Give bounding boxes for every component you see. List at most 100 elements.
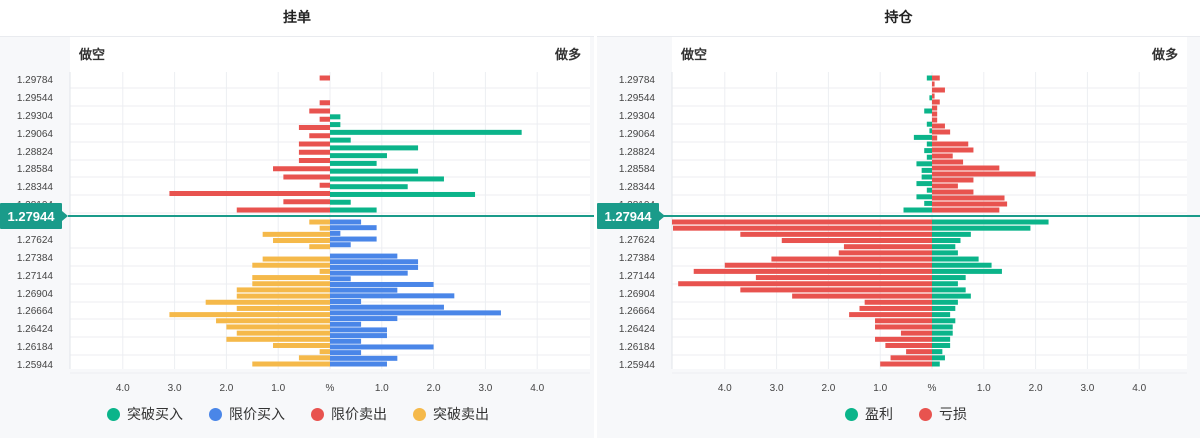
bar-loss-left [678,281,932,287]
bar-breakout-sell [319,268,330,274]
legend-breakout-sell[interactable]: 突破卖出 [413,404,489,424]
bar-profit-left [903,207,932,213]
x-tick-label: 3.0 [478,383,492,394]
bar-profit-right [932,318,956,324]
bar-profit-right [932,299,958,305]
legend-label: 突破卖出 [433,406,489,422]
bar-breakout-sell [309,244,330,250]
bar-breakout-buy [330,137,351,143]
bar-limit-sell [309,133,330,139]
bar-profit-right [932,305,956,311]
bar-loss-left [890,355,932,361]
legend-limit-buy[interactable]: 限价买入 [209,404,285,424]
bar-loss-right [932,105,938,111]
bar-limit-buy [330,350,362,356]
bar-limit-buy [330,264,419,270]
orders-panel: 挂单 做空 做多 1.29784 1.29544 1.29304 1.29064 1.288… [0,0,594,438]
bar-profit-left [926,121,932,127]
legend-breakout-buy[interactable]: 突破买入 [107,404,183,424]
bar-profit-right [932,312,951,318]
bar-limit-buy [330,321,362,327]
bar-loss-right [932,189,974,195]
long-side-label: 做多 [1151,47,1178,62]
x-tick-label: 4.0 [530,383,544,394]
price-tick-label: 1.26424 [17,324,54,335]
bar-loss-left [875,324,932,330]
bar-breakout-sell [236,330,330,336]
bar-profit-left [916,181,932,187]
bar-limit-buy [330,293,455,299]
bar-loss-left [781,238,932,244]
legend-limit-sell[interactable]: 限价卖出 [311,404,387,424]
bar-loss-left [849,312,932,318]
bar-loss-left [740,287,932,293]
bar-breakout-sell [262,256,330,262]
bar-profit-left [921,167,932,173]
bar-loss-right [932,153,953,159]
bar-limit-sell [283,174,330,180]
bar-limit-buy [330,316,398,322]
price-tick-label: 1.26904 [17,289,54,300]
price-tick-label: 1.29304 [17,111,54,122]
current-price-badge [0,203,62,229]
bar-loss-right [932,195,1005,201]
bar-breakout-sell [319,349,330,355]
price-tick-label: 1.25944 [619,360,656,371]
orders-panel-title: 挂单 [0,0,594,37]
legend-label: 限价卖出 [331,406,387,422]
bar-loss-left [864,299,932,305]
bar-breakout-sell [252,281,330,287]
bar-limit-sell [236,207,330,213]
bar-profit-right [932,244,956,250]
bar-breakout-buy [330,129,522,135]
price-tick-label: 1.29064 [619,129,656,140]
short-side-label: 做空 [680,47,707,62]
bar-loss-left [885,342,932,348]
x-tick-label: 3.0 [168,383,182,394]
bar-limit-buy [330,344,434,350]
bar-loss-left [724,262,932,268]
bar-loss-right [932,75,940,81]
x-tick-label: % [928,383,937,394]
bar-limit-buy [330,361,387,367]
price-tick-label: 1.28824 [17,147,54,158]
bar-limit-sell [298,125,330,130]
bar-profit-left [924,148,932,154]
bar-breakout-sell [252,262,330,268]
price-tick-label: 1.29784 [17,75,54,86]
price-tick-label: 1.29304 [619,111,656,122]
price-tick-label: 1.26664 [17,306,54,317]
price-tick-label: 1.25944 [17,360,54,371]
bar-loss-left [740,231,932,237]
price-tick-label: 1.29544 [619,93,656,104]
legend-loss[interactable]: 亏损 [919,404,967,424]
price-tick-label: 1.28344 [619,182,656,193]
bar-breakout-sell [309,219,330,225]
bar-profit-right [932,342,951,348]
bar-loss-left [859,305,932,311]
bar-loss-right [932,147,974,153]
bar-limit-buy [330,281,434,287]
price-tick-label: 1.27144 [17,271,54,282]
bar-loss-left [875,336,932,342]
bar-breakout-sell [226,324,330,330]
x-tick-label: 3.0 [770,383,784,394]
bar-limit-buy [330,219,362,225]
legend-profit[interactable]: 盈利 [845,404,893,424]
price-tick-label: 1.28584 [17,164,54,175]
x-tick-label: % [326,383,335,394]
legend-dot-icon [845,407,858,421]
bar-limit-sell [319,116,330,122]
x-tick-label: 2.0 [821,383,835,394]
long-side-label: 做多 [554,47,581,62]
bar-loss-left [906,349,932,355]
bar-breakout-sell [216,318,330,324]
bar-profit-right [932,355,945,361]
x-tick-label: 2.0 [427,383,441,394]
bar-profit-right [932,287,966,293]
x-tick-label: 1.0 [375,383,389,394]
orders-chart: 做空 做多 1.29784 1.29544 1.29304 1.29064 1.28824 1… [0,37,594,394]
bar-profit-right [932,256,979,262]
bar-breakout-buy [330,207,377,213]
bar-loss-left [755,275,932,281]
